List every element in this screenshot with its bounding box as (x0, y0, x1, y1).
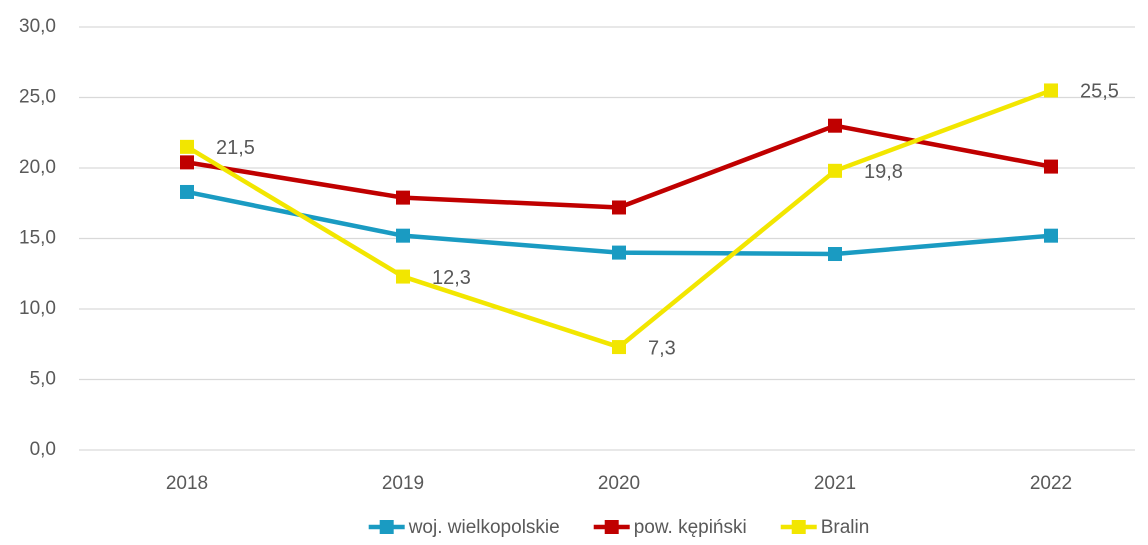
y-tick-label: 30,0 (19, 16, 56, 37)
x-tick-label: 2019 (382, 473, 424, 494)
marker (612, 200, 626, 215)
marker (396, 190, 410, 205)
y-tick-label: 0,0 (30, 439, 56, 460)
marker (180, 184, 194, 199)
marker (396, 228, 410, 243)
marker (612, 340, 626, 355)
data-label: 12,3 (432, 267, 471, 289)
legend-label: woj. wielkopolskie (408, 517, 560, 538)
x-tick-label: 2022 (1030, 473, 1072, 494)
data-label: 7,3 (648, 337, 676, 359)
marker (828, 247, 842, 262)
y-tick-label: 25,0 (19, 87, 56, 108)
marker (180, 155, 194, 170)
legend-item: Bralin (780, 517, 870, 538)
marker (828, 118, 842, 133)
x-tick-label: 2021 (814, 473, 856, 494)
y-tick-label: 10,0 (19, 298, 56, 319)
marker (828, 163, 842, 178)
legend: woj. wielkopolskie pow. kępiński Bralin (368, 517, 870, 538)
marker (612, 245, 626, 260)
legend-marker (604, 520, 619, 534)
y-tick-label: 5,0 (30, 369, 56, 390)
y-tick-label: 15,0 (19, 228, 56, 249)
x-tick-label: 2018 (166, 473, 208, 494)
data-label: 21,5 (216, 137, 255, 159)
y-tick-label: 20,0 (19, 157, 56, 178)
data-label: 19,8 (864, 161, 903, 183)
marker (1044, 83, 1058, 98)
legend-marker (791, 520, 806, 534)
legend-item: pow. kępiński (593, 517, 747, 538)
marker (1044, 228, 1058, 243)
marker (396, 269, 410, 284)
legend-item: woj. wielkopolskie (368, 517, 560, 538)
legend-label: Bralin (821, 517, 870, 538)
data-label: 25,5 (1080, 81, 1119, 103)
marker (1044, 159, 1058, 174)
x-tick-label: 2020 (598, 473, 640, 494)
marker (180, 139, 194, 154)
legend-marker (379, 520, 394, 534)
legend-label: pow. kępiński (634, 517, 747, 538)
